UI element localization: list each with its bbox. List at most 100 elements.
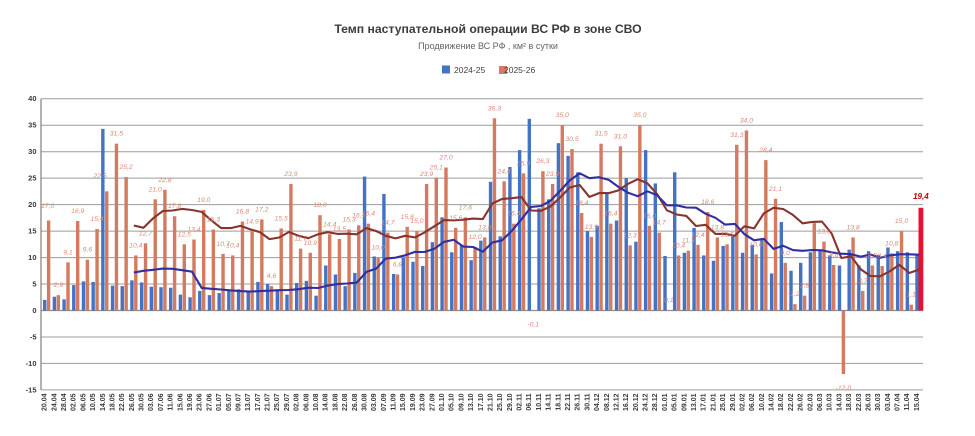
svg-text:13,5: 13,5 [333, 226, 346, 233]
svg-text:13,0: 13,0 [817, 229, 830, 236]
svg-text:15,8: 15,8 [401, 214, 414, 221]
svg-text:03.06: 03.06 [148, 393, 155, 411]
svg-text:07.09: 07.09 [381, 393, 388, 411]
svg-text:25.01: 25.01 [720, 393, 727, 411]
svg-text:07.04: 07.04 [895, 393, 902, 411]
svg-text:10,4: 10,4 [672, 242, 685, 249]
svg-text:22.05: 22.05 [119, 393, 126, 411]
svg-text:04.12: 04.12 [594, 393, 601, 411]
svg-text:03.04: 03.04 [885, 393, 892, 411]
svg-text:12,4: 12,4 [691, 232, 704, 239]
svg-text:11.06: 11.06 [168, 393, 175, 410]
svg-text:06.11: 06.11 [526, 393, 533, 410]
svg-text:25,1: 25,1 [429, 165, 443, 172]
svg-text:16,1: 16,1 [352, 212, 365, 219]
svg-text:10,9: 10,9 [304, 240, 317, 247]
svg-text:10.03: 10.03 [827, 393, 834, 411]
svg-text:18,4: 18,4 [575, 200, 588, 207]
svg-text:12,7: 12,7 [139, 230, 152, 237]
svg-text:10.08: 10.08 [313, 393, 320, 411]
svg-text:12,3: 12,3 [623, 232, 636, 239]
svg-text:31,5: 31,5 [110, 131, 123, 138]
svg-text:05.10: 05.10 [449, 393, 456, 411]
svg-text:13.01: 13.01 [691, 393, 698, 411]
svg-text:13.10: 13.10 [468, 393, 475, 411]
svg-text:02.08: 02.08 [294, 393, 301, 411]
svg-text:26.08: 26.08 [352, 393, 359, 411]
svg-text:19.06: 19.06 [187, 393, 194, 411]
svg-text:05.07: 05.07 [226, 393, 233, 411]
svg-text:20.12: 20.12 [633, 393, 640, 411]
svg-text:03.09: 03.09 [371, 393, 378, 411]
svg-text:-15: -15 [26, 385, 37, 394]
svg-text:13.07: 13.07 [245, 393, 252, 411]
svg-text:14,7: 14,7 [381, 220, 394, 227]
svg-text:16.12: 16.12 [623, 393, 630, 411]
svg-text:16,8: 16,8 [236, 209, 249, 216]
svg-text:10,8: 10,8 [885, 240, 898, 247]
svg-text:15.09: 15.09 [400, 393, 407, 411]
svg-text:10,4: 10,4 [129, 242, 142, 249]
svg-text:14,4: 14,4 [323, 221, 336, 228]
svg-text:25.10: 25.10 [497, 393, 504, 411]
svg-text:21,0: 21,0 [148, 186, 162, 193]
svg-text:02.05: 02.05 [71, 393, 78, 411]
svg-text:11.04: 11.04 [904, 393, 911, 410]
svg-text:16,9: 16,9 [71, 208, 84, 215]
svg-text:1,2: 1,2 [790, 291, 800, 298]
svg-text:09.07: 09.07 [235, 393, 242, 411]
svg-text:20: 20 [28, 200, 36, 209]
svg-text:13,8: 13,8 [478, 224, 491, 231]
svg-text:05.01: 05.01 [672, 393, 679, 411]
svg-text:10: 10 [28, 253, 36, 262]
svg-text:22,8: 22,8 [157, 177, 171, 184]
svg-text:18.08: 18.08 [332, 393, 339, 411]
svg-text:2,9: 2,9 [53, 282, 64, 289]
svg-text:12,5: 12,5 [720, 231, 733, 238]
svg-text:24,4: 24,4 [496, 168, 510, 175]
svg-text:28.12: 28.12 [652, 393, 659, 411]
svg-text:9,0: 9,0 [780, 250, 790, 257]
svg-text:23.06: 23.06 [197, 393, 204, 411]
svg-text:26.05: 26.05 [129, 393, 136, 411]
svg-text:8,4: 8,4 [877, 253, 887, 260]
svg-text:35,0: 35,0 [556, 112, 569, 119]
svg-text:02.03: 02.03 [807, 393, 814, 411]
svg-text:25,2: 25,2 [118, 164, 132, 171]
svg-text:35: 35 [28, 121, 36, 130]
svg-text:12,5: 12,5 [178, 231, 191, 238]
svg-text:29.01: 29.01 [730, 393, 737, 411]
svg-text:15,0: 15,0 [895, 218, 908, 225]
svg-text:30.08: 30.08 [361, 393, 368, 411]
svg-text:10,6: 10,6 [749, 241, 762, 248]
svg-text:40: 40 [28, 94, 36, 103]
svg-text:31,5: 31,5 [594, 131, 607, 138]
svg-text:12,0: 12,0 [468, 234, 481, 241]
svg-text:23,9: 23,9 [545, 171, 559, 178]
svg-text:5: 5 [32, 280, 36, 289]
svg-text:27.09: 27.09 [429, 393, 436, 411]
svg-text:-12,0: -12,0 [836, 385, 852, 392]
svg-text:10.02: 10.02 [759, 393, 766, 411]
svg-text:06.02: 06.02 [749, 393, 756, 411]
svg-text:13,4: 13,4 [187, 227, 200, 234]
svg-text:11.09: 11.09 [391, 393, 398, 410]
svg-text:10,4: 10,4 [226, 242, 239, 249]
svg-text:-0,1: -0,1 [527, 322, 539, 329]
svg-text:22.03: 22.03 [856, 393, 863, 411]
svg-text:22.08: 22.08 [342, 393, 349, 411]
svg-text:1,1: 1,1 [906, 292, 916, 299]
svg-text:28.04: 28.04 [61, 393, 68, 411]
svg-text:4,6: 4,6 [267, 273, 277, 280]
svg-text:22.02: 22.02 [788, 393, 795, 411]
svg-text:16,4: 16,4 [507, 211, 520, 218]
svg-text:01.01: 01.01 [662, 393, 669, 411]
svg-text:21.07: 21.07 [265, 393, 272, 411]
svg-text:22.11: 22.11 [565, 393, 572, 410]
svg-text:29.07: 29.07 [284, 393, 291, 411]
svg-text:15,0: 15,0 [410, 218, 423, 225]
svg-text:-10: -10 [26, 359, 37, 368]
svg-text:14.11: 14.11 [546, 393, 553, 410]
svg-text:23.09: 23.09 [420, 393, 427, 411]
svg-text:2,8: 2,8 [799, 283, 810, 290]
